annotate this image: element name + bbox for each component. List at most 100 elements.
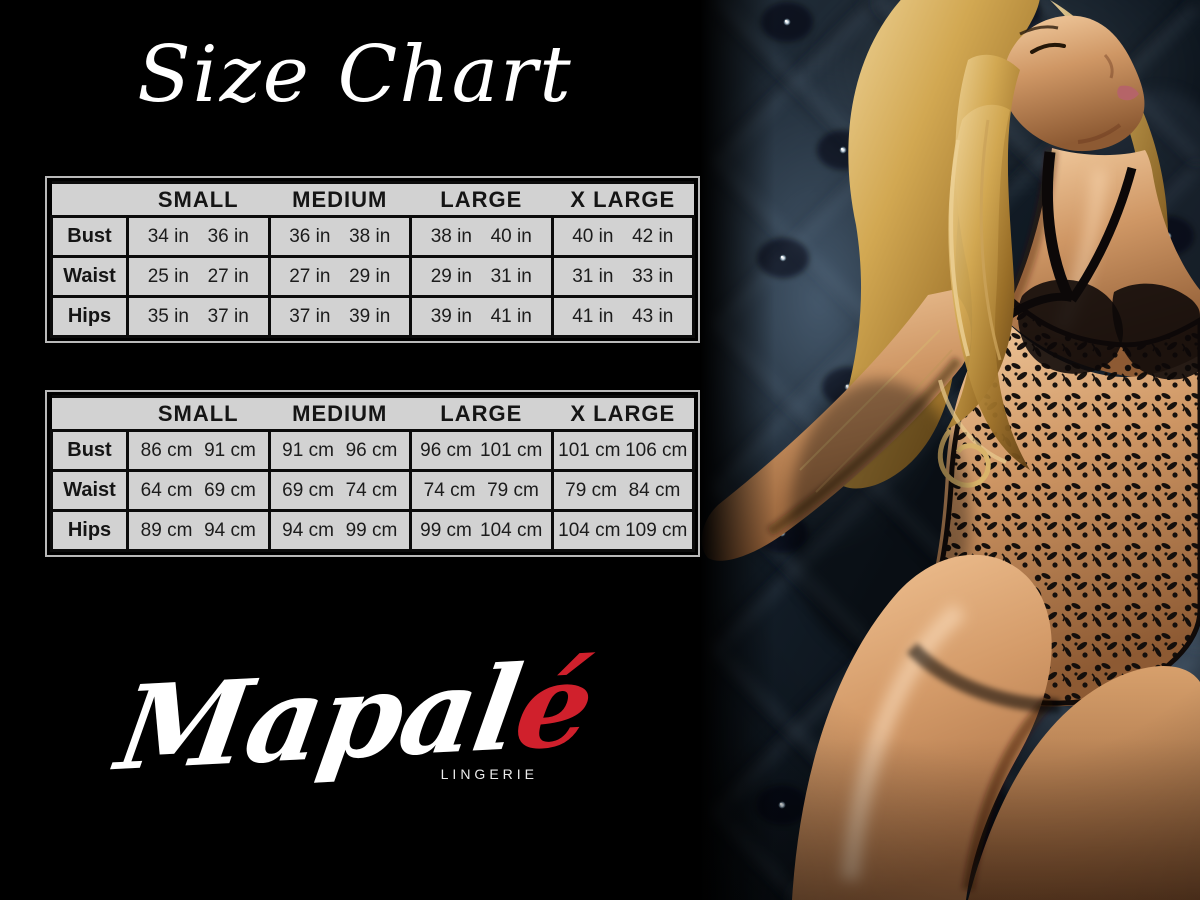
- col-header-medium: MEDIUM: [269, 395, 411, 432]
- size-value: 33 in: [632, 265, 674, 287]
- size-cell: 25 in 27 in: [126, 255, 271, 298]
- size-value: 101 cm: [558, 439, 621, 461]
- row-label-hips: Hips: [50, 295, 129, 338]
- brand-subtitle: LINGERIE: [440, 766, 538, 782]
- size-cell: 69 cm 74 cm: [267, 469, 412, 512]
- corner-cell: [51, 395, 128, 432]
- size-value: 64 cm: [140, 479, 193, 501]
- size-value: 40 in: [490, 225, 532, 247]
- size-cell: 99 cm 104 cm: [409, 509, 554, 552]
- size-value: 104 cm: [558, 519, 621, 541]
- size-cell: 104 cm 109 cm: [550, 509, 695, 552]
- col-header-medium: MEDIUM: [269, 181, 411, 218]
- size-cell: 89 cm 94 cm: [126, 509, 271, 552]
- size-value: 96 cm: [345, 439, 398, 461]
- col-header-large: LARGE: [410, 395, 552, 432]
- size-value: 38 in: [430, 225, 472, 247]
- size-value: 74 cm: [423, 479, 476, 501]
- size-value: 99 cm: [345, 519, 398, 541]
- size-value: 79 cm: [565, 479, 617, 501]
- model-photo-art: [700, 0, 1200, 900]
- size-cell: 101 cm 106 cm: [550, 429, 695, 472]
- size-value: 84 cm: [628, 479, 681, 501]
- size-cell: 91 cm 96 cm: [267, 429, 412, 472]
- size-cell: 41 in 43 in: [550, 295, 695, 338]
- size-value: 99 cm: [420, 519, 472, 541]
- size-value: 79 cm: [487, 479, 539, 501]
- row-label-bust: Bust: [50, 429, 129, 472]
- corner-cell: [51, 181, 128, 218]
- header-row: SMALL MEDIUM LARGE X LARGE: [51, 181, 694, 218]
- size-value: 39 in: [349, 305, 391, 327]
- size-value: 74 cm: [345, 479, 398, 501]
- size-value: 37 in: [207, 305, 249, 327]
- size-value: 94 cm: [204, 519, 256, 541]
- row-label-waist: Waist: [50, 255, 129, 298]
- size-value: 89 cm: [140, 519, 193, 541]
- size-value: 91 cm: [282, 439, 334, 461]
- size-value: 42 in: [632, 225, 674, 247]
- size-value: 109 cm: [625, 519, 688, 541]
- size-cell: 74 cm 79 cm: [409, 469, 554, 512]
- size-value: 101 cm: [480, 439, 543, 461]
- eyelashes: [1030, 42, 1066, 54]
- col-header-small: SMALL: [127, 181, 269, 218]
- size-value: 35 in: [147, 305, 189, 327]
- eyebrow: [1019, 25, 1059, 36]
- size-table: SMALL MEDIUM LARGE X LARGE Bust 86 cm 91 …: [50, 395, 695, 552]
- col-header-xlarge: X LARGE: [552, 181, 694, 218]
- bra-cup-right: [1112, 283, 1200, 380]
- size-cell: 38 in 40 in: [409, 215, 554, 258]
- size-cell: 64 cm 69 cm: [126, 469, 271, 512]
- size-cell: 96 cm 101 cm: [409, 429, 554, 472]
- row-label-waist: Waist: [50, 469, 129, 512]
- size-cell: 35 in 37 in: [126, 295, 271, 338]
- table-row-hips: Hips 35 in 37 in 37 in 39 in 39 in 41 in 41…: [50, 295, 695, 338]
- brand-logo: Mapalé LINGERIE: [0, 637, 710, 797]
- size-value: 25 in: [147, 265, 189, 287]
- size-value: 69 cm: [204, 479, 256, 501]
- size-value: 43 in: [632, 305, 674, 327]
- strap: [1068, 166, 1137, 303]
- header-row: SMALL MEDIUM LARGE X LARGE: [51, 395, 694, 432]
- table-row-bust: Bust 34 in 36 in 36 in 38 in 38 in 40 in 40…: [50, 215, 695, 258]
- size-cell: 34 in 36 in: [126, 215, 271, 258]
- model-figure: [701, 0, 1200, 900]
- size-value: 41 in: [490, 305, 532, 327]
- strap: [1041, 151, 1074, 299]
- size-value: 36 in: [289, 225, 331, 247]
- size-cell: 31 in 33 in: [550, 255, 695, 298]
- size-value: 31 in: [490, 265, 532, 287]
- size-table-inches: SMALL MEDIUM LARGE X LARGE Bust 34 in 36 …: [45, 176, 700, 343]
- size-cell: 86 cm 91 cm: [126, 429, 271, 472]
- size-value: 40 in: [572, 225, 614, 247]
- col-header-small: SMALL: [127, 395, 269, 432]
- lips: [1117, 85, 1139, 101]
- brand-wordmark: Mapalé: [108, 630, 602, 804]
- size-table-cm: SMALL MEDIUM LARGE X LARGE Bust 86 cm 91 …: [45, 390, 700, 557]
- size-value: 36 in: [207, 225, 249, 247]
- size-cell: 36 in 38 in: [267, 215, 412, 258]
- row-label-hips: Hips: [50, 509, 129, 552]
- size-value: 31 in: [572, 265, 614, 287]
- size-value: 94 cm: [282, 519, 334, 541]
- size-value: 29 in: [349, 265, 391, 287]
- size-value: 91 cm: [204, 439, 256, 461]
- size-value: 106 cm: [625, 439, 688, 461]
- size-cell: 27 in 29 in: [267, 255, 412, 298]
- size-table: SMALL MEDIUM LARGE X LARGE Bust 34 in 36 …: [50, 181, 695, 338]
- size-value: 29 in: [430, 265, 472, 287]
- brand-name-main: Mapal: [108, 640, 529, 798]
- size-cell: 79 cm 84 cm: [550, 469, 695, 512]
- size-cell: 94 cm 99 cm: [267, 509, 412, 552]
- size-value: 34 in: [147, 225, 189, 247]
- size-value: 27 in: [207, 265, 249, 287]
- hair-front: [948, 104, 1030, 470]
- table-row-bust: Bust 86 cm 91 cm 91 cm 96 cm 96 cm 101 cm 1…: [50, 429, 695, 472]
- size-cell: 37 in 39 in: [267, 295, 412, 338]
- model-photo: [700, 0, 1200, 900]
- size-value: 104 cm: [480, 519, 543, 541]
- leg-back: [968, 665, 1200, 900]
- size-value: 39 in: [430, 305, 472, 327]
